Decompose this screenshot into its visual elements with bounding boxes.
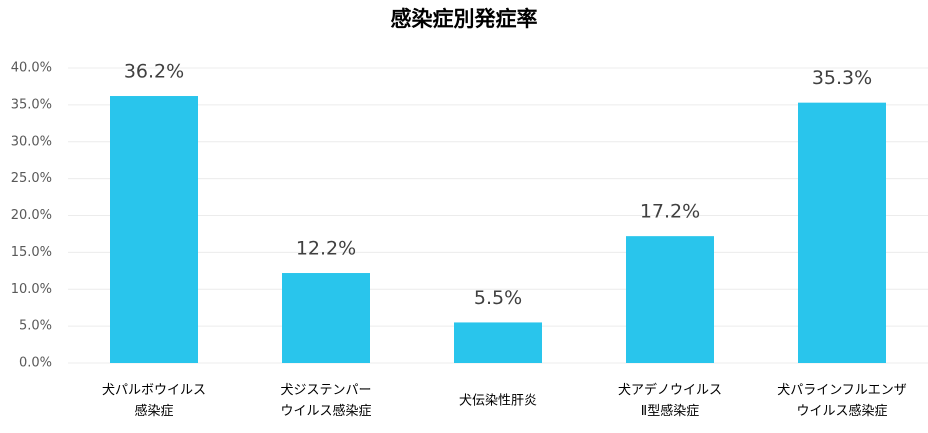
y-tick-label: 30.0% — [11, 134, 52, 149]
value-label: 36.2% — [124, 61, 184, 83]
bar — [110, 96, 198, 364]
x-tick-label: 犬伝染性肝炎 — [459, 394, 537, 409]
x-tick-label: 犬パラインフルエンザ — [777, 383, 907, 398]
bar — [282, 273, 370, 363]
y-tick-label: 0.0% — [19, 356, 52, 371]
value-label: 5.5% — [474, 287, 522, 309]
x-tick-label: 犬アデノウイルス — [618, 382, 722, 398]
value-label: 17.2% — [640, 201, 700, 223]
y-tick-label: 25.0% — [11, 171, 52, 186]
bar — [454, 322, 542, 363]
y-tick-label: 5.0% — [19, 319, 52, 334]
value-label: 12.2% — [296, 238, 356, 260]
x-tick-label: 犬ジステンパー — [280, 383, 371, 398]
bar — [798, 102, 886, 363]
y-tick-label: 35.0% — [11, 97, 52, 112]
x-tick-label: 感染症 — [134, 403, 173, 419]
x-tick-label: ウイルス感染症 — [280, 403, 371, 419]
y-tick-label: 15.0% — [11, 245, 52, 260]
bar — [626, 236, 714, 363]
value-label: 35.3% — [812, 67, 872, 89]
y-tick-label: 20.0% — [11, 208, 52, 223]
y-tick-label: 40.0% — [11, 61, 52, 76]
y-tick-label: 10.0% — [11, 282, 52, 297]
x-tick-label: 犬パルボウイルス — [102, 383, 206, 398]
x-tick-label: Ⅱ型感染症 — [641, 403, 699, 419]
chart-title: 感染症別発症率 — [391, 7, 538, 31]
x-tick-label: ウイルス感染症 — [796, 403, 887, 419]
